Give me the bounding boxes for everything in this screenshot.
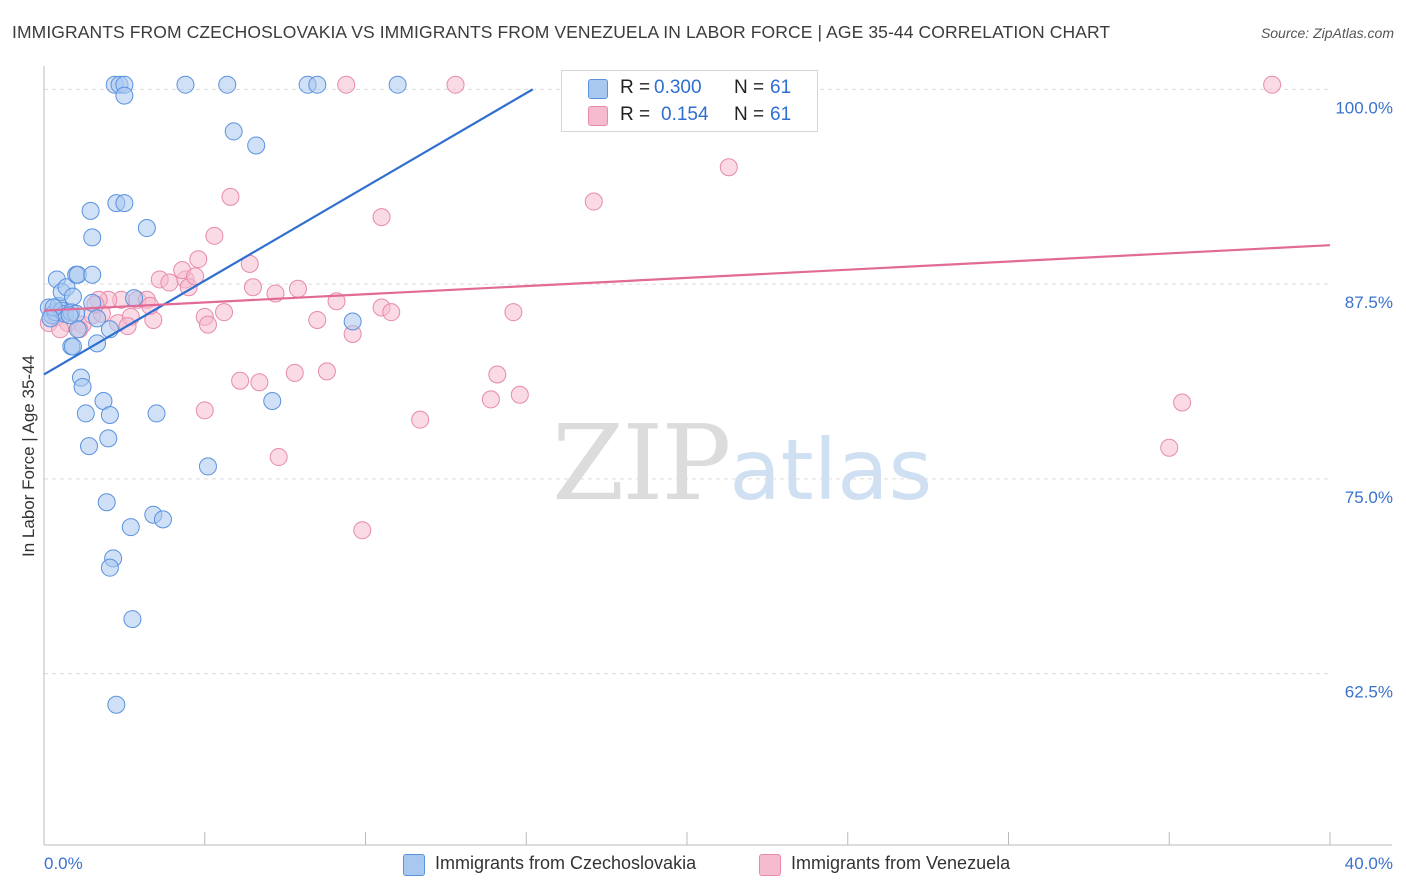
x-tick-label: 0.0% [44,854,83,873]
venezuela-point [584,192,603,211]
venezuela-point [198,315,217,334]
czechoslovakia-point [100,405,119,424]
venezuela-point [317,362,336,381]
czechoslovakia-point [63,337,82,356]
czechoslovakia-point [137,219,156,238]
czechoslovakia-point [99,429,118,448]
venezuela-point [446,75,465,94]
legend-r-label: R = [620,77,651,98]
venezuela-point [481,390,500,409]
venezuela-point [308,310,327,329]
venezuela-point [1263,75,1282,94]
legend-n-label: N = [734,104,765,125]
y-tick-label: 62.5% [1345,683,1393,702]
watermark-atlas: atlas [729,421,933,519]
czechoslovakia-point [121,518,140,537]
y-tick-label: 100.0% [1335,98,1393,117]
venezuela-point [285,363,304,382]
venezuela-point [372,208,391,227]
watermark: ZIPatlas [552,402,932,524]
venezuela-point [195,401,214,420]
venezuela-point [1173,393,1192,412]
czechoslovakia-point [100,558,119,577]
venezuela-point [411,410,430,429]
legend-swatch-blue [588,79,608,99]
czechoslovakia-point [176,75,195,94]
czechoslovakia-point [263,391,282,410]
bottom-legend-label: Immigrants from Czechoslovakia [435,853,697,873]
venezuela-point [250,373,269,392]
legend-swatch-pink [588,106,608,126]
venezuela-point [243,278,262,297]
bottom-legend-swatch-pink [759,854,781,876]
legend-r-label: R = [620,104,651,125]
bottom-legend-label: Immigrants from Venezuela [791,853,1011,873]
czechoslovakia-point [218,75,237,94]
venezuela-trend-line [43,244,1331,312]
czechoslovakia-point [125,289,144,308]
legend-r-value: 0.154 [661,104,709,125]
czechoslovakia-point [83,228,102,247]
czechoslovakia-point [68,320,87,339]
venezuela-point [269,448,288,467]
venezuela-point [215,303,234,322]
bottom-legend-swatch-blue [403,854,425,876]
venezuela-point [504,303,523,322]
czechoslovakia-point [88,309,107,328]
watermark-zip: ZIP [552,402,731,524]
venezuela-point [189,250,208,269]
correlation-legend: R = 0.300 N = 61 R = 0.154 N = 61 [561,70,818,132]
legend-n-value: 61 [770,104,792,125]
y-tick-label: 87.5% [1345,293,1393,312]
venezuela-point [719,158,738,177]
venezuela-point [288,279,307,298]
czechoslovakia-point [76,404,95,423]
x-tick-label: 40.0% [1345,854,1393,873]
czechoslovakia-point [123,610,142,629]
legend-n-value: 61 [770,77,792,98]
czechoslovakia-point [224,122,243,141]
czechoslovakia-point [147,404,166,423]
venezuela-point [186,267,205,286]
czechoslovakia-point [81,201,100,220]
y-tick-label: 75.0% [1345,488,1393,507]
czechoslovakia-point [343,312,362,331]
legend-r-value: 0.300 [654,77,702,98]
czechoslovakia-point [73,377,92,396]
czechoslovakia-point [107,695,126,714]
legend-row-czechoslovakia: R = 0.300 N = 61 [562,75,817,101]
venezuela-point [488,365,507,384]
legend-row-venezuela: R = 0.154 N = 61 [562,102,817,128]
venezuela-point [231,371,250,390]
venezuela-point [382,303,401,322]
czechoslovakia-point [80,437,99,456]
legend-n-label: N = [734,77,765,98]
venezuela-point [1160,438,1179,457]
czechoslovakia-point [97,493,116,512]
czechoslovakia-point [115,86,134,105]
czechoslovakia-trend-line [43,88,534,376]
venezuela-point [205,226,224,245]
venezuela-point [160,273,179,292]
czechoslovakia-point [247,136,266,155]
czechoslovakia-point [41,309,60,328]
czechoslovakia-point [83,265,102,284]
czechoslovakia-point [308,75,327,94]
czechoslovakia-point [115,194,134,213]
y-axis-label: In Labor Force | Age 35-44 [19,355,38,557]
czechoslovakia-point [153,510,172,529]
venezuela-point [510,385,529,404]
venezuela-point [353,521,372,540]
venezuela-point [221,187,240,206]
source-label: Source: ZipAtlas.com [1260,25,1394,41]
chart-title: IMMIGRANTS FROM CZECHOSLOVAKIA VS IMMIGR… [12,22,1111,42]
czechoslovakia-point [60,306,79,325]
czechoslovakia-point [63,287,82,306]
venezuela-point [337,75,356,94]
czechoslovakia-point [198,457,217,476]
czechoslovakia-point [388,75,407,94]
